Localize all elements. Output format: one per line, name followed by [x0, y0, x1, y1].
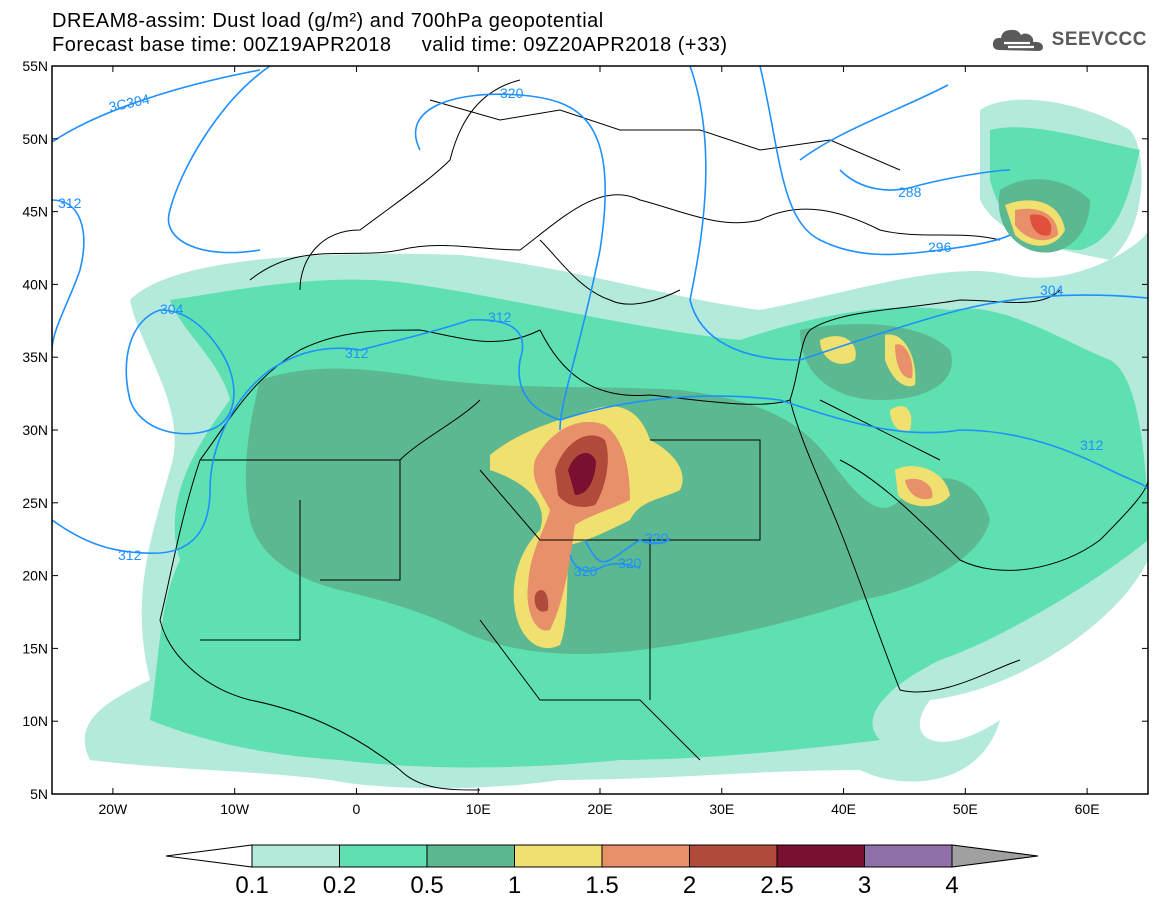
- seevccc-logo: SEEVCCC: [990, 26, 1147, 54]
- colorbar-label: 0.1: [235, 872, 268, 899]
- colorbar-label: 0.5: [410, 872, 443, 899]
- lon-tick-label: 0: [353, 801, 361, 817]
- logo-text: SEEVCCC: [1051, 29, 1147, 50]
- colorbar-swatch: [514, 844, 603, 868]
- map-subtitle: Forecast base time: 00Z19APR2018 valid t…: [52, 34, 728, 56]
- lon-tick-label: 20E: [588, 801, 613, 817]
- contour-label: 312: [118, 547, 142, 563]
- colorbar-label: 2.5: [760, 872, 793, 899]
- contour-label: 288: [898, 184, 922, 200]
- contour-label: 320: [574, 563, 598, 579]
- contour-label: 312: [1080, 437, 1104, 453]
- contour-label: 312: [345, 345, 369, 361]
- lat-tick-label: 20N: [22, 568, 48, 584]
- colorbar-swatch: [601, 844, 690, 868]
- lon-tick-label: 10W: [220, 801, 250, 817]
- lat-tick-label: 55N: [22, 58, 48, 74]
- contour-label: 304: [1040, 282, 1064, 298]
- cloud-icon: [992, 29, 1043, 51]
- lat-tick-label: 45N: [22, 204, 48, 220]
- contour-label: 304: [160, 301, 184, 317]
- lat-axis: 55N 50N 45N 40N 35N 30N 25N 20N 15N 10N 5N: [22, 58, 1148, 802]
- geopotential-isolines: [52, 66, 1148, 572]
- colorbar-label: 3: [858, 872, 871, 899]
- contour-label: 296: [928, 239, 952, 255]
- lat-tick-label: 40N: [22, 276, 48, 292]
- lat-tick-label: 5N: [30, 786, 48, 802]
- colorbar-lower-arrow: [165, 844, 253, 868]
- lon-axis: 20W 10W 0 10E 20E 30E 40E 50E 60E: [98, 66, 1100, 817]
- colorbar-swatch: [251, 844, 340, 868]
- colorbar-label: 0.2: [323, 872, 356, 899]
- colorbar-label: 1.5: [585, 872, 618, 899]
- coastlines: [159, 79, 1148, 791]
- colorbar-upper-arrow: [951, 844, 1039, 868]
- contour-label: 320: [618, 555, 642, 571]
- lon-tick-label: 60E: [1075, 801, 1100, 817]
- colorbar-swatch: [689, 844, 778, 868]
- lon-tick-label: 30E: [709, 801, 734, 817]
- lon-tick-label: 50E: [953, 801, 978, 817]
- lat-tick-label: 30N: [22, 422, 48, 438]
- contour-label: 320: [645, 530, 669, 546]
- colorbar-swatch: [339, 844, 428, 868]
- lat-tick-label: 15N: [22, 640, 48, 656]
- lon-tick-label: 40E: [831, 801, 856, 817]
- colorbar-swatch: [864, 844, 953, 868]
- lon-tick-label: 10E: [466, 801, 491, 817]
- contour-label: 320: [500, 85, 524, 101]
- colorbar-label: 2: [683, 872, 696, 899]
- map-title: DREAM8-assim: Dust load (g/m²) and 700hP…: [52, 10, 604, 32]
- lon-tick-label: 20W: [98, 801, 128, 817]
- contour-label: 312: [488, 309, 512, 325]
- lat-tick-label: 25N: [22, 495, 48, 511]
- contour-label: 312: [58, 195, 82, 211]
- lat-tick-label: 10N: [22, 713, 48, 729]
- colorbar-swatch: [776, 844, 865, 868]
- lat-tick-label: 50N: [22, 131, 48, 147]
- lat-tick-label: 35N: [22, 349, 48, 365]
- colorbar-label: 4: [945, 872, 958, 899]
- contour-labels: 3C304 320 312 304 312 312 288 296 304 31…: [58, 85, 1104, 579]
- colorbar-label: 1: [508, 872, 521, 899]
- colorbar: 0.1 0.2 0.5 1 1.5 2 2.5 3 4: [165, 844, 1039, 899]
- dust-layer-2.5: [568, 452, 596, 495]
- colorbar-swatch: [426, 844, 515, 868]
